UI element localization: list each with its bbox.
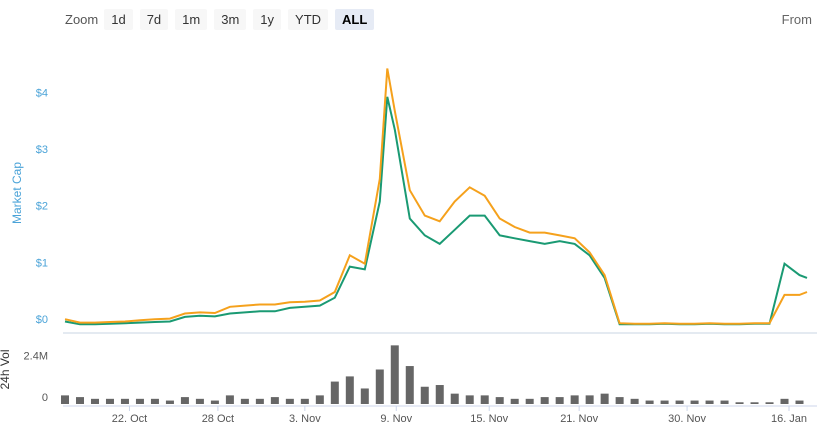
volume-bar [135,398,144,404]
x-tick-label: 30. Nov [668,413,706,425]
x-tick-label: 15. Nov [470,413,508,425]
volume-bar [240,398,249,404]
y-tick-label: 0 [42,392,48,404]
x-tick-label: 22. Oct [112,413,147,425]
volume-bar [180,397,189,404]
volume-bar [555,397,564,404]
volume-bar [510,398,519,404]
volume-bar [570,395,579,404]
volume-bar [675,400,684,404]
volume-bar [495,397,504,404]
volume-bar [330,381,339,404]
volume-bar [270,397,279,404]
volume-bar [690,400,699,404]
y-axis-title: 24h Vol [0,349,12,389]
y-tick-label: $3 [36,144,48,156]
volume-bar [465,395,474,404]
volume-bar [120,398,129,404]
price-line [64,96,808,326]
volume-bar [435,385,444,404]
price-line [64,68,808,325]
volume-bar [615,397,624,404]
volume-bar [765,402,774,404]
volume-bar [255,398,264,404]
y-tick-label: 2.4M [24,351,48,363]
x-tick-label: 3. Nov [289,413,321,425]
volume-bar [525,398,534,404]
x-tick-label: 9. Nov [380,413,412,425]
volume-bar [405,366,414,404]
volume-bar [360,388,369,404]
x-tick-label: 21. Nov [560,413,598,425]
volume-bar [105,398,114,404]
volume-bar [90,398,99,404]
volume-bar [795,400,804,404]
volume-bar [720,400,729,404]
zoom-label: Zoom [65,12,99,27]
volume-bar [420,386,429,404]
zoom-button[interactable]: ALL [335,9,375,30]
volume-bar [195,398,204,404]
zoom-button[interactable]: 1m [175,9,208,30]
y-tick-label: $4 [36,88,48,100]
from-label: From [781,12,812,27]
volume-bar [210,400,219,404]
zoom-button[interactable]: 1d [104,9,133,30]
volume-bar [315,395,324,404]
volume-bar [660,400,669,404]
volume-bar [285,398,294,404]
volume-bar [705,400,714,404]
volume-bar [225,395,234,404]
y-tick-label: $0 [36,314,48,326]
volume-bar [375,369,384,404]
volume-bar [750,402,759,404]
volume-bar [300,398,309,404]
x-tick-label: 16. Jan [771,413,807,425]
volume-bar [735,402,744,404]
zoom-bar: Zoom 1d 7d 1m 3m 1y YTD ALL [65,9,381,30]
zoom-button[interactable]: YTD [288,9,329,30]
zoom-button[interactable]: 3m [214,9,247,30]
volume-bar [645,400,654,404]
volume-bar [585,395,594,404]
y-tick-label: $2 [36,201,48,213]
volume-bar [61,395,69,404]
volume-bar [600,393,609,404]
volume-bar [165,400,174,404]
volume-bar [450,393,459,404]
volume-bar [480,395,489,404]
volume-bar [75,397,84,404]
y-tick-label: $1 [36,257,48,269]
volume-bar [150,398,159,404]
volume-bar [345,376,354,404]
zoom-button[interactable]: 7d [139,9,169,30]
y-axis-title: Market Cap [10,162,24,224]
volume-bar [780,398,789,404]
zoom-button[interactable]: 1y [253,9,282,30]
volume-bar [390,345,399,404]
volume-bar [630,398,639,404]
volume-bar [540,397,549,404]
x-tick-label: 28 Oct [202,413,234,425]
